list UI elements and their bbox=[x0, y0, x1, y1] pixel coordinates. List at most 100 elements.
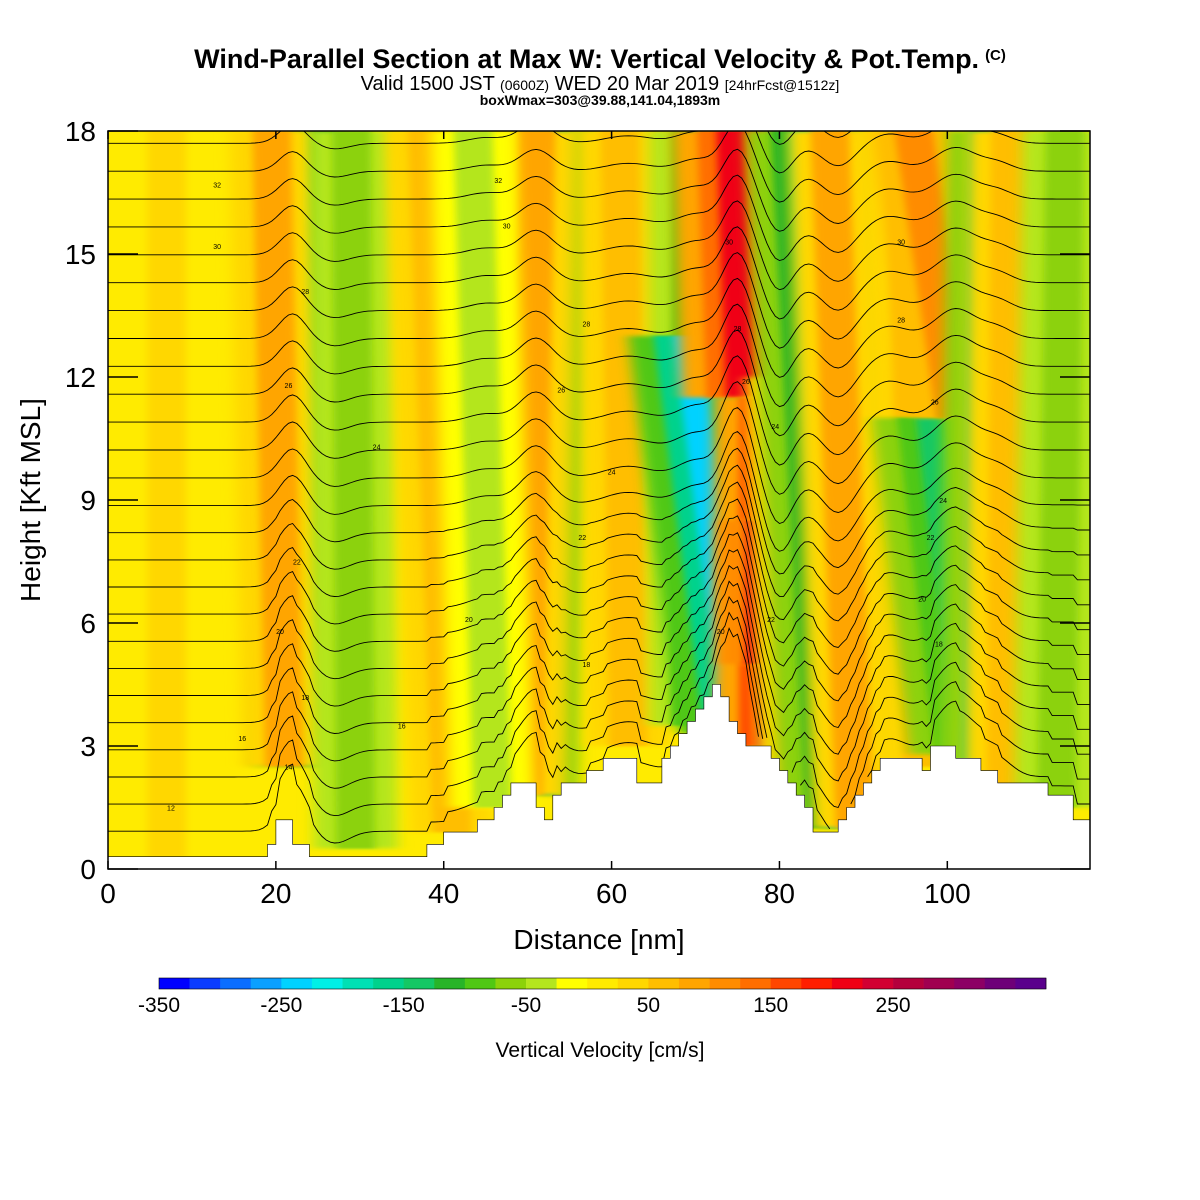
colorbar-swatch bbox=[526, 978, 557, 989]
box-info: boxWmax=303@39.88,141.04,1893m bbox=[479, 92, 721, 108]
colorbar-swatch bbox=[342, 978, 374, 989]
theta-contour bbox=[108, 596, 1090, 809]
colorbar-swatch bbox=[464, 978, 496, 989]
velocity-band bbox=[810, 131, 875, 828]
contour-label: 12 bbox=[167, 806, 175, 813]
colorbar-tick-label: -50 bbox=[511, 994, 541, 1017]
theta-contour bbox=[108, 611, 1090, 830]
theta-contour bbox=[108, 277, 1090, 378]
contour-label: 28 bbox=[301, 289, 309, 296]
y-tick-label: 3 bbox=[80, 731, 96, 762]
colorbar-swatch bbox=[159, 978, 190, 989]
theta-contour bbox=[108, 226, 1090, 320]
colorbar-tick-label: -150 bbox=[383, 994, 425, 1017]
colorbar-swatch bbox=[617, 978, 649, 989]
theta-contour bbox=[108, 580, 1090, 782]
theta-contour bbox=[108, 252, 1090, 349]
contour-label: 28 bbox=[897, 318, 905, 325]
plot-area: 32 30 32 30 28 26 28 26 24 24 22 22 20 20 18 18 16 16 14 12… bbox=[107, 130, 1091, 870]
theta-contour bbox=[108, 532, 1090, 702]
valid-utc: (0600Z) bbox=[500, 77, 550, 93]
contour-label: 26 bbox=[742, 379, 750, 386]
theta-contour bbox=[108, 549, 1090, 729]
colorbar-tick-label: 50 bbox=[637, 994, 660, 1017]
y-axis-label: Height [Kft MSL] bbox=[15, 398, 46, 602]
y-tick-label: 12 bbox=[65, 362, 96, 393]
y-tick-label: 9 bbox=[80, 485, 96, 516]
contour-label: 24 bbox=[771, 424, 779, 431]
colorbar-swatch bbox=[220, 978, 252, 989]
contour-label: 32 bbox=[213, 182, 221, 189]
contour-label: 20 bbox=[918, 596, 926, 603]
contour-label: 28 bbox=[734, 326, 742, 333]
contour-label: 26 bbox=[931, 400, 939, 407]
y-tick-label: 15 bbox=[65, 239, 96, 270]
velocity-band bbox=[252, 131, 304, 767]
colorbar-label: Vertical Velocity [cm/s] bbox=[496, 1039, 705, 1062]
forecast-info: [24hrFcst@1512z] bbox=[724, 77, 840, 93]
y-tick-label: 6 bbox=[80, 608, 96, 639]
y-tick-label: 0 bbox=[80, 854, 96, 885]
potential-temperature-contours bbox=[108, 131, 1090, 844]
contour-label: 32 bbox=[494, 178, 502, 185]
terrain bbox=[107, 684, 1091, 870]
y-tick-label: 18 bbox=[65, 116, 96, 147]
theta-contour bbox=[108, 564, 1090, 755]
colorbar-swatch bbox=[434, 978, 466, 989]
contour-label: 30 bbox=[213, 244, 221, 251]
contour-label: 18 bbox=[583, 662, 591, 669]
contour-label: 22 bbox=[578, 535, 586, 542]
x-tick-label: 0 bbox=[100, 878, 116, 909]
colorbar-swatch bbox=[311, 978, 343, 989]
theta-contour bbox=[108, 329, 1090, 437]
colorbar-swatch bbox=[648, 978, 680, 989]
velocity-band bbox=[1037, 131, 1085, 808]
x-tick-label: 60 bbox=[596, 878, 627, 909]
x-tick-label: 20 bbox=[260, 878, 291, 909]
colorbar-swatch bbox=[1015, 978, 1047, 989]
theta-contour bbox=[108, 406, 1090, 525]
theta-contour bbox=[108, 355, 1090, 466]
contour-label: 14 bbox=[285, 765, 293, 772]
valid-prefix: Valid 1500 JST bbox=[360, 73, 495, 95]
x-tick-label: 40 bbox=[428, 878, 459, 909]
colorbar-swatch bbox=[587, 978, 619, 989]
theta-contour bbox=[108, 131, 1090, 203]
colorbar-frame bbox=[158, 977, 1047, 990]
contour-label: 26 bbox=[285, 383, 293, 390]
theta-contour bbox=[108, 430, 1090, 552]
colorbar-swatch bbox=[770, 978, 802, 989]
theta-contour bbox=[108, 148, 1090, 232]
velocity-band bbox=[147, 131, 187, 857]
contour-label: 26 bbox=[557, 387, 565, 394]
colorbar-tick-label: -250 bbox=[260, 994, 302, 1017]
colorbar-swatch bbox=[403, 978, 435, 989]
contour-label: 24 bbox=[608, 469, 616, 476]
colorbar-swatch bbox=[556, 978, 588, 989]
theta-contour bbox=[108, 464, 1090, 597]
contour-label: 24 bbox=[939, 498, 947, 505]
x-tick-label: 80 bbox=[764, 878, 795, 909]
contour-label: 22 bbox=[293, 560, 301, 567]
x-axis-label: Distance [nm] bbox=[513, 924, 684, 955]
theta-contour bbox=[108, 447, 1090, 575]
colorbar-swatch bbox=[862, 978, 894, 989]
chart-subtitle: Valid 1500 JST (0600Z) WED 20 Mar 2019 [… bbox=[0, 74, 1200, 95]
chart-title: Wind-Parallel Section at Max W: Vertical… bbox=[0, 44, 1200, 75]
colorbar: -350 -250 -150 -50 50 150 250 bbox=[138, 977, 1047, 1017]
copyright-mark: (C) bbox=[985, 47, 1006, 64]
valid-date: WED 20 Mar 2019 bbox=[554, 73, 720, 95]
velocity-band bbox=[332, 131, 375, 849]
contour-label: 20 bbox=[276, 629, 284, 636]
colorbar-swatch bbox=[954, 978, 986, 989]
axes: 0 20 40 60 80 100 0 3 6 9 12 15 18 bbox=[65, 116, 1090, 909]
x-tick-label: 100 bbox=[924, 878, 971, 909]
title-text: Wind-Parallel Section at Max W: Vertical… bbox=[194, 44, 980, 74]
colorbar-swatch bbox=[495, 978, 527, 989]
theta-contour bbox=[108, 627, 1090, 844]
theta-contour bbox=[108, 381, 1090, 495]
contour-label: 24 bbox=[373, 445, 381, 452]
contour-label: 22 bbox=[767, 617, 775, 624]
colorbar-swatch bbox=[984, 978, 1016, 989]
